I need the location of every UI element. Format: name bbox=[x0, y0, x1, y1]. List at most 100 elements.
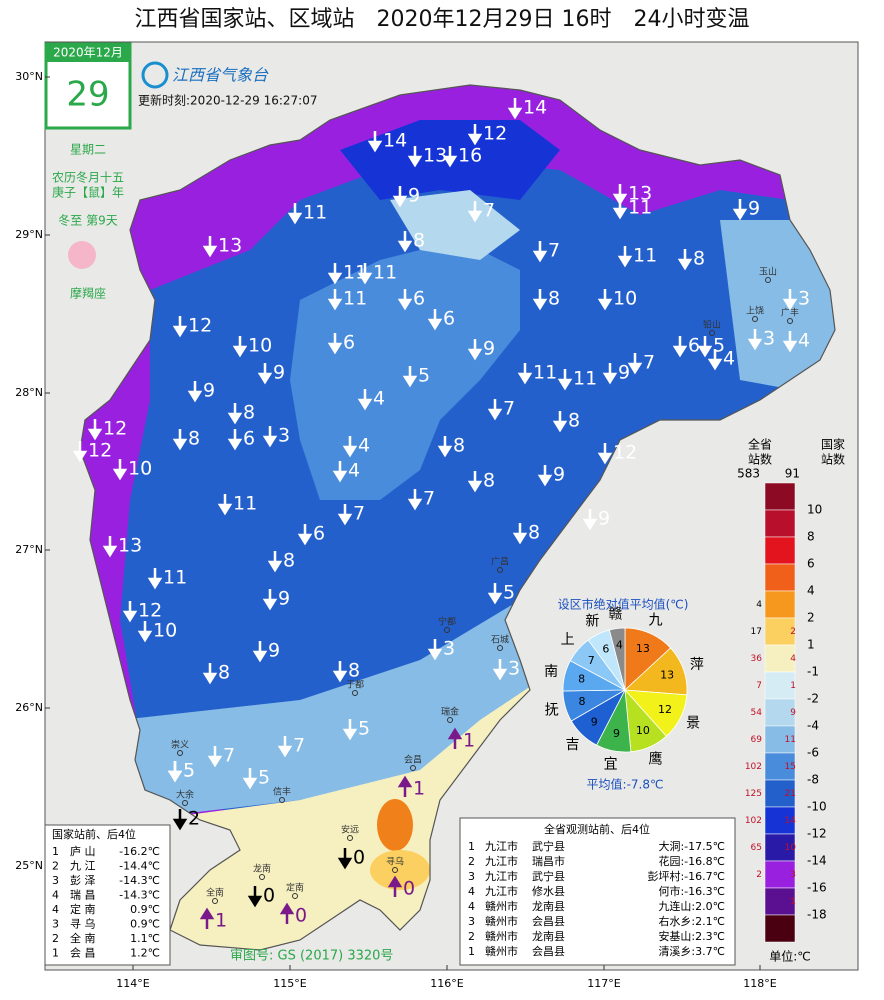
station-value: 13 bbox=[218, 235, 242, 257]
national-table-cell: 全 南 bbox=[70, 931, 96, 945]
station-arrow bbox=[102, 536, 118, 558]
station-arrow bbox=[87, 419, 103, 441]
station-arrow bbox=[332, 461, 348, 483]
lat-label: 30°N bbox=[15, 70, 43, 83]
national-table-title: 国家站前、后4位 bbox=[52, 827, 136, 841]
pie-value: 8 bbox=[578, 695, 585, 708]
title: 江西省国家站、区域站 2020年12月29日 16时 24小时变温 bbox=[135, 7, 750, 32]
legend-province-count: 2 bbox=[756, 870, 762, 880]
national-table-cell: -14.3℃ bbox=[119, 874, 160, 887]
lunar-date: 农历冬月十五 bbox=[52, 170, 124, 185]
station-arrow bbox=[172, 316, 188, 338]
station-value: 12 bbox=[188, 315, 212, 337]
legend-national-count: 11 bbox=[785, 735, 796, 745]
legend-swatch bbox=[764, 644, 796, 673]
place-name: 广昌 bbox=[491, 556, 509, 568]
station-arrow bbox=[582, 509, 598, 531]
station-arrow bbox=[427, 639, 443, 661]
station-arrow bbox=[257, 363, 273, 385]
province-table-cell: 武宁县 bbox=[532, 839, 565, 853]
province-table-cell: 武宁县 bbox=[532, 869, 565, 883]
legend-national-count: 4 bbox=[790, 654, 796, 664]
province-table-title: 全省观测站前、后4位 bbox=[544, 822, 650, 836]
station-arrow bbox=[707, 349, 723, 371]
station-value: 12 bbox=[613, 442, 637, 464]
station-value: 9 bbox=[278, 588, 290, 610]
station-arrow bbox=[247, 886, 263, 908]
place-name: 定南 bbox=[286, 882, 304, 894]
station-arrow bbox=[357, 263, 373, 285]
legend-province-count: 102 bbox=[745, 762, 762, 772]
station-value: 12 bbox=[138, 600, 162, 622]
station-arrow bbox=[167, 761, 183, 783]
legend-level: -1 bbox=[807, 665, 819, 679]
station-value: 7 bbox=[423, 488, 435, 510]
station-value: 8 bbox=[453, 435, 465, 457]
station-value: 12 bbox=[103, 418, 127, 440]
station-value: 12 bbox=[88, 440, 112, 462]
station-value: 5 bbox=[258, 767, 270, 789]
lat-label: 26°N bbox=[15, 701, 43, 714]
station-arrow bbox=[552, 411, 568, 433]
legend-swatch bbox=[764, 779, 796, 808]
legend-level: -8 bbox=[807, 773, 819, 787]
station-value: 3 bbox=[278, 425, 290, 447]
station-value: 4 bbox=[348, 460, 360, 482]
province-table-cell: 龙南县 bbox=[532, 900, 565, 913]
station-arrow bbox=[122, 601, 138, 623]
legend-level: -12 bbox=[807, 827, 827, 841]
place-name: 寻乌 bbox=[386, 856, 404, 868]
national-table-cell: 1.1℃ bbox=[130, 932, 160, 945]
zodiac: 摩羯座 bbox=[70, 286, 106, 301]
place-dot bbox=[444, 627, 450, 633]
legend-national-label: 国家 bbox=[821, 437, 845, 452]
station-value: 7 bbox=[223, 745, 235, 767]
station-value: 12 bbox=[483, 123, 507, 145]
station-arrow bbox=[517, 363, 533, 385]
station-value: 14 bbox=[383, 130, 407, 152]
station-value: 11 bbox=[373, 262, 397, 284]
place-name: 铅山 bbox=[703, 319, 721, 331]
station-arrow bbox=[397, 231, 413, 253]
lat-label: 29°N bbox=[15, 228, 43, 241]
station-arrow bbox=[227, 403, 243, 425]
update-time: 更新时刻:2020-12-29 16:27:07 bbox=[138, 93, 318, 108]
station-arrow bbox=[367, 131, 383, 153]
legend-province-count: 7 bbox=[756, 681, 762, 691]
legend-level: 10 bbox=[807, 503, 822, 517]
station-value: 9 bbox=[598, 508, 610, 530]
station-arrow bbox=[287, 203, 303, 225]
station-arrow bbox=[342, 719, 358, 741]
place-dot bbox=[212, 898, 218, 904]
province-table-cell: 九江市 bbox=[485, 839, 518, 853]
station-arrow bbox=[467, 471, 483, 493]
legend-swatch bbox=[764, 833, 796, 862]
province-table-cell: 安基山:2.3℃ bbox=[658, 929, 725, 943]
station-value: 2 bbox=[188, 808, 200, 830]
place-dot bbox=[787, 318, 793, 324]
legend-swatch bbox=[764, 536, 796, 565]
station-value: 7 bbox=[643, 352, 655, 374]
station-arrow bbox=[277, 736, 293, 758]
national-table-cell: 3 bbox=[52, 918, 59, 931]
legend-province-count: 4 bbox=[756, 600, 762, 610]
pie-value: 10 bbox=[636, 724, 650, 737]
place-dot bbox=[259, 874, 265, 880]
lon-label: 114°E bbox=[116, 977, 149, 990]
place-name: 于都 bbox=[346, 680, 364, 691]
station-value: 11 bbox=[343, 288, 367, 310]
legend-national-count: 1 bbox=[790, 681, 796, 691]
station-value: 1 bbox=[463, 730, 475, 752]
province-table-cell: 修水县 bbox=[532, 884, 565, 898]
place-name: 安远 bbox=[341, 824, 359, 836]
station-arrow bbox=[407, 146, 423, 168]
legend-national-count: 1 bbox=[790, 897, 796, 907]
pie-name: 上 bbox=[561, 632, 575, 648]
legend-province-label: 全省 bbox=[748, 437, 772, 452]
station-value: 7 bbox=[353, 503, 365, 525]
province-table-cell: 何市:-16.3℃ bbox=[658, 884, 725, 898]
national-table-cell: 瑞 昌 bbox=[70, 888, 96, 902]
station-value: 6 bbox=[313, 523, 325, 545]
legend-province-count: 125 bbox=[745, 789, 762, 799]
